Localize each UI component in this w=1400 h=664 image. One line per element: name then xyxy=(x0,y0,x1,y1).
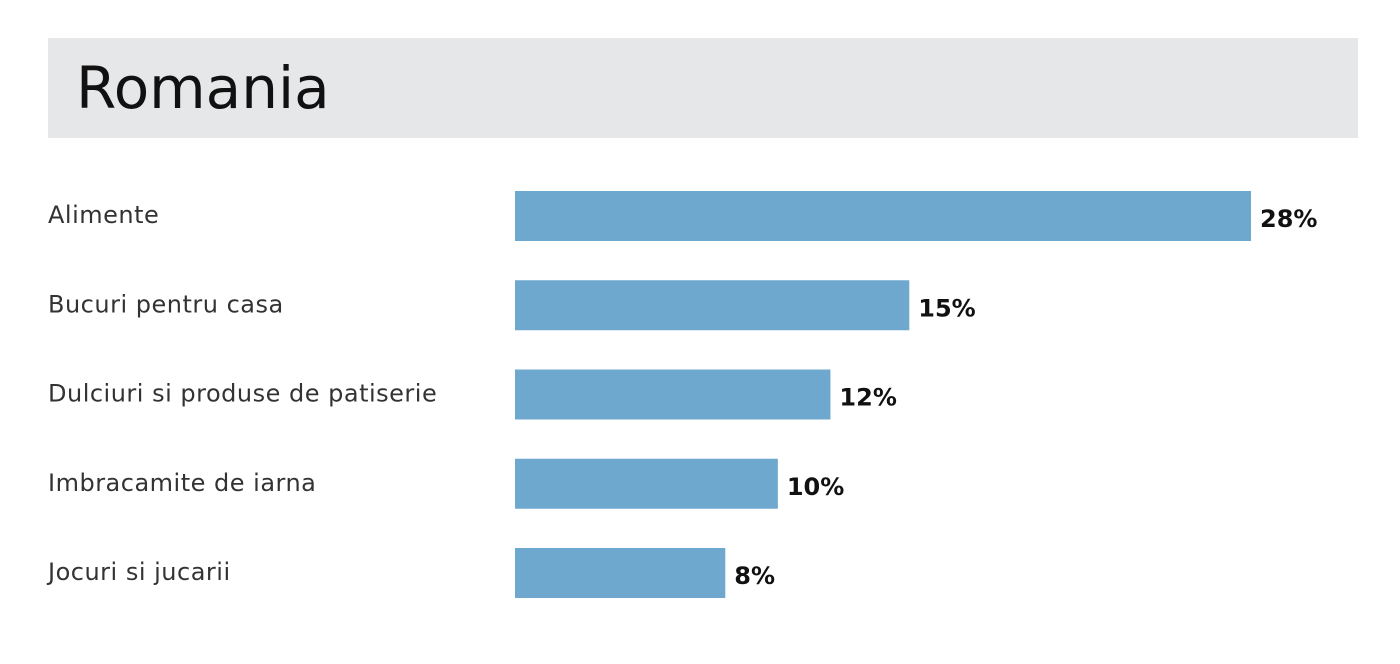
bar xyxy=(515,369,831,420)
bar xyxy=(515,458,778,509)
value-label: 15% xyxy=(918,294,975,322)
title-band xyxy=(48,38,1358,138)
category-label: Alimente xyxy=(48,201,159,229)
category-label: Dulciuri si produse de patiserie xyxy=(48,380,437,408)
chart-title: Romania xyxy=(76,54,330,122)
category-label: Imbracamite de iarna xyxy=(48,469,316,497)
value-label: 12% xyxy=(839,384,896,412)
bar xyxy=(515,191,1251,241)
bar xyxy=(515,548,726,598)
value-label: 8% xyxy=(734,562,775,590)
value-label: 28% xyxy=(1260,205,1317,233)
category-label: Bucuri pentru casa xyxy=(48,290,284,318)
bar xyxy=(515,280,910,331)
value-label: 10% xyxy=(787,473,844,501)
category-label: Jocuri si jucarii xyxy=(46,558,231,586)
